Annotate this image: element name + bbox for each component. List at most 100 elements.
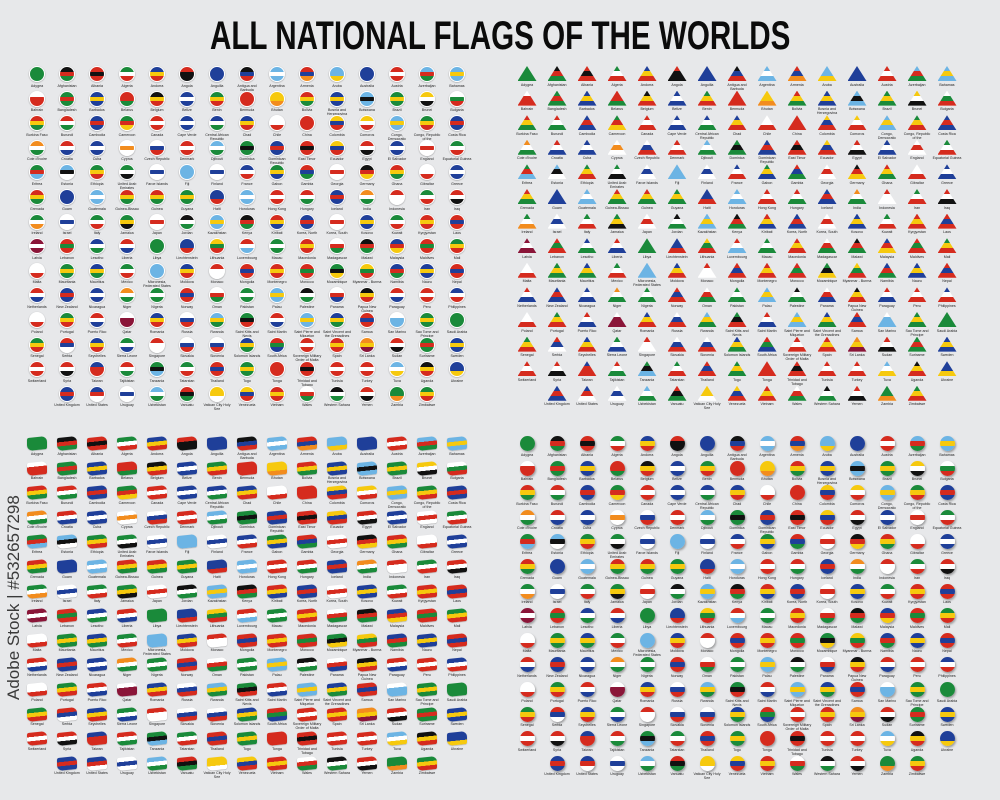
flag-icon xyxy=(89,312,105,328)
flag-icon xyxy=(637,336,657,352)
flag-country-name: Namibia xyxy=(390,648,404,653)
flag-item: Uruguay xyxy=(112,385,142,411)
flag-country-name: Kenya xyxy=(241,231,253,236)
flag-item: Benin xyxy=(692,460,722,486)
flag-item: Ethiopia xyxy=(572,534,602,559)
flag-item: Mauritania xyxy=(542,632,572,658)
flag-item: Kenya xyxy=(232,213,262,239)
flag-item: Benin xyxy=(692,90,722,116)
flag-icon xyxy=(939,485,955,501)
flag-icon xyxy=(669,706,685,722)
flag-country-name: United Arab Emirates xyxy=(607,550,627,559)
flag-icon xyxy=(89,164,105,181)
flag-country-name: Guinea xyxy=(641,575,653,580)
flag-country-name: Sao Tome and Principe xyxy=(905,328,929,337)
flag-item: Georgia xyxy=(812,534,842,559)
flag-country-name: Algeria xyxy=(121,83,133,88)
flag-country-name: Italy xyxy=(93,231,101,236)
flag-icon xyxy=(607,115,627,131)
flag-item: Guinea-Bissau xyxy=(112,189,142,214)
flag-item: Uzbekistan xyxy=(142,385,172,411)
flag-item: Saudi Arabia xyxy=(932,682,962,707)
flag-item: Mozambique xyxy=(322,262,352,288)
flag-country-name: Morocco xyxy=(790,279,804,284)
flag-country-name: Austria xyxy=(881,452,893,457)
flag-icon xyxy=(909,509,925,525)
flag-country-name: Ukraine xyxy=(450,378,464,383)
flag-icon xyxy=(297,632,317,648)
flag-item: Sweden xyxy=(442,336,472,362)
flag-country-name: Taiwan xyxy=(581,747,593,752)
flag-item: Guinea xyxy=(142,558,172,584)
flag-country-name: Nigeria xyxy=(641,303,653,308)
flag-icon xyxy=(519,583,535,599)
flag-item: Myanmar - Burma xyxy=(842,262,872,288)
flag-country-name: Anguilla xyxy=(700,452,714,457)
flag-country-name: Canada xyxy=(150,500,164,505)
flag-item: Saint Pierre and Miquelon xyxy=(782,682,812,707)
flag-item: Gabon xyxy=(752,164,782,189)
flag-country-name: Oman xyxy=(702,303,712,308)
flag-icon xyxy=(267,583,287,599)
flag-country-name: El Salvador xyxy=(877,526,897,531)
flag-icon xyxy=(357,632,377,648)
flag-country-name: Kazakhstan xyxy=(207,599,227,604)
flag-country-name: Burundi xyxy=(550,131,564,136)
flag-icon xyxy=(269,287,285,304)
flag-icon xyxy=(609,436,625,451)
flag-item: Kyrgyzstan xyxy=(412,583,442,609)
flag-country-name: Tatarstan xyxy=(179,746,195,751)
flag-icon xyxy=(637,213,657,229)
flag-icon xyxy=(359,312,375,328)
flag-item: Poland xyxy=(512,312,542,337)
flag-country-name: Trinidad and Tobago xyxy=(787,377,807,386)
flag-country-name: Myanmar - Burma xyxy=(352,280,382,285)
flag-icon xyxy=(177,731,197,747)
flag-country-name: Maldives xyxy=(909,624,925,629)
flag-item: Denmark xyxy=(172,509,202,535)
flag-country-name: New Zealand xyxy=(56,304,78,309)
flag-country-name: Greece xyxy=(451,181,463,186)
flag-country-name: Gambia xyxy=(790,550,804,555)
flag-icon xyxy=(909,632,925,648)
flag-country-name: Moldova xyxy=(180,280,194,285)
flag-icon xyxy=(609,706,625,722)
flag-country-name: Greece xyxy=(451,549,463,554)
flag-country-name: Guatemala xyxy=(88,574,106,579)
flag-country-name: Rwanda xyxy=(210,697,224,702)
flag-icon xyxy=(209,385,225,402)
flag-icon xyxy=(177,583,197,599)
flag-item: Thailand xyxy=(202,731,232,756)
flag-icon xyxy=(357,583,377,599)
flag-item: Hong Kong xyxy=(752,189,782,214)
flag-country-name: Saint Kitts and Nevis xyxy=(725,698,749,707)
flag-country-name: Congo, Democratic Republic of the xyxy=(387,500,407,509)
flag-country-name: Honduras xyxy=(239,206,255,211)
flag-country-name: Estonia xyxy=(61,549,73,554)
flag-item: Mozambique xyxy=(812,632,842,658)
flag-country-name: Nauru xyxy=(422,648,432,653)
flag-icon xyxy=(119,385,135,402)
flag-item: Zimbabwe xyxy=(902,385,932,411)
flag-item: Vietnam xyxy=(262,385,292,411)
flag-item: Ukraine xyxy=(442,361,472,386)
flag-icon xyxy=(639,559,655,574)
flag-item: China xyxy=(782,115,812,140)
flag-country-name: Russia xyxy=(671,698,683,703)
flag-icon xyxy=(757,385,777,401)
flag-icon xyxy=(639,460,655,476)
flag-country-name: Botswana xyxy=(849,477,865,482)
flag-item: Tajikistan xyxy=(602,731,632,756)
flag-country-name: Kuwait xyxy=(881,600,893,605)
flag-country-name: Sierra Leone xyxy=(606,353,628,358)
flag-item: Bolivia xyxy=(782,90,812,116)
flag-icon xyxy=(817,164,837,180)
flag-item: England xyxy=(412,139,442,165)
flag-country-name: Ukraine xyxy=(940,377,954,382)
flag-icon xyxy=(847,139,867,155)
flag-item: Ethiopia xyxy=(82,534,112,559)
flag-item: Saint Pierre and Miquelon xyxy=(782,312,812,337)
flag-country-name: Dominican Republic xyxy=(268,525,286,534)
flag-item: Guinea xyxy=(142,189,172,214)
flag-item: Tatarstan xyxy=(172,361,202,386)
